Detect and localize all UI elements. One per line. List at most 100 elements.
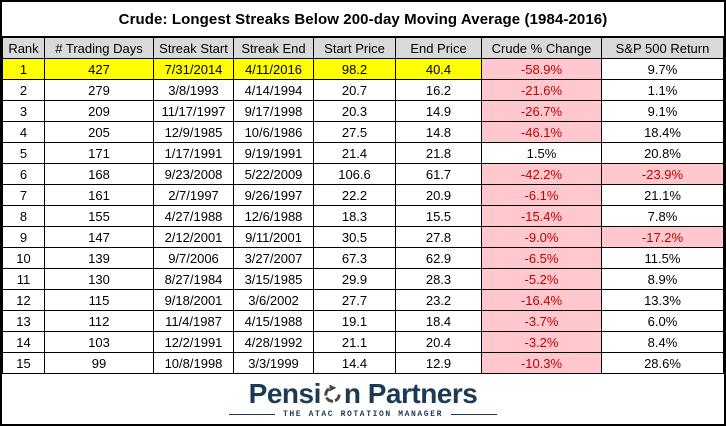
cell-crude-change: -16.4% (481, 289, 602, 311)
column-header-streak-end: Streak End (233, 37, 314, 59)
cell-streak-start: 12/9/1985 (153, 121, 234, 143)
cell-end-price: 27.8 (395, 226, 482, 248)
cell-s-p-500-return: 6.0% (601, 310, 724, 332)
cell-trading-days: 427 (44, 58, 154, 80)
cell-s-p-500-return: 20.8% (601, 142, 724, 164)
cell-rank: 15 (2, 352, 45, 374)
tagline-right-rule (451, 413, 498, 415)
cell-end-price: 61.7 (395, 163, 482, 185)
cell-trading-days: 171 (44, 142, 154, 164)
table-row: 2 279 3/8/1993 4/14/1994 20.7 16.2 -21.6% 1.1% (2, 79, 724, 101)
cell-streak-end: 9/19/1991 (233, 142, 314, 164)
cell-rank: 3 (2, 100, 45, 122)
cell-streak-end: 10/6/1986 (233, 121, 314, 143)
cell-s-p-500-return: 21.1% (601, 184, 724, 206)
streaks-table: Rank # Trading Days Streak Start Streak End… (2, 37, 724, 374)
cell-trading-days: 130 (44, 268, 154, 290)
cell-streak-start: 2/12/2001 (153, 226, 234, 248)
cell-end-price: 14.9 (395, 100, 482, 122)
table-body: 1 427 7/31/2014 4/11/2016 98.2 40.4 -58.9% 9.7%… (2, 58, 724, 374)
cell-streak-end: 3/15/1985 (233, 268, 314, 290)
cell-streak-end: 9/11/2001 (233, 226, 314, 248)
cell-trading-days: 115 (44, 289, 154, 311)
cell-crude-change: -58.9% (481, 58, 602, 80)
pension-partners-logo: Pensi n Partners (249, 377, 478, 409)
cell-end-price: 40.4 (395, 58, 482, 80)
table-row: 3 209 11/17/1997 9/17/1998 20.3 14.9 -26.7% 9.1… (2, 100, 724, 122)
rotation-arrow-icon (322, 384, 343, 405)
cell-streak-start: 2/7/1997 (153, 184, 234, 206)
cell-start-price: 20.3 (313, 100, 396, 122)
table-row: 4 205 12/9/1985 10/6/1986 27.5 14.8 -46.1% 18.4… (2, 121, 724, 143)
cell-streak-end: 4/14/1994 (233, 79, 314, 101)
table-row: 7 161 2/7/1997 9/26/1997 22.2 20.9 -6.1% 21.1% (2, 184, 724, 206)
logo-tagline: THE ATAC ROTATION MANAGER (228, 410, 498, 419)
cell-rank: 10 (2, 247, 45, 269)
cell-streak-end: 5/22/2009 (233, 163, 314, 185)
cell-streak-start: 3/8/1993 (153, 79, 234, 101)
column-header-streak-start: Streak Start (153, 37, 234, 59)
cell-crude-change: -21.6% (481, 79, 602, 101)
cell-end-price: 23.2 (395, 289, 482, 311)
cell-crude-change: -5.2% (481, 268, 602, 290)
cell-s-p-500-return: 28.6% (601, 352, 724, 374)
cell-streak-end: 4/11/2016 (233, 58, 314, 80)
cell-end-price: 12.9 (395, 352, 482, 374)
cell-crude-change: -10.3% (481, 352, 602, 374)
cell-end-price: 20.4 (395, 331, 482, 353)
cell-streak-end: 9/17/1998 (233, 100, 314, 122)
cell-streak-start: 11/17/1997 (153, 100, 234, 122)
cell-crude-change: -26.7% (481, 100, 602, 122)
cell-start-price: 14.4 (313, 352, 396, 374)
table-row: 6 168 9/23/2008 5/22/2009 106.6 61.7 -42.2% -23… (2, 163, 724, 185)
cell-trading-days: 147 (44, 226, 154, 248)
cell-trading-days: 103 (44, 331, 154, 353)
cell-start-price: 30.5 (313, 226, 396, 248)
cell-s-p-500-return: 8.4% (601, 331, 724, 353)
cell-s-p-500-return: 9.7% (601, 58, 724, 80)
cell-start-price: 27.5 (313, 121, 396, 143)
column-header-crude-change: Crude % Change (481, 37, 602, 59)
table-row: 15 99 10/8/1998 3/3/1999 14.4 12.9 -10.3% 28.6% (2, 352, 724, 374)
cell-s-p-500-return: 13.3% (601, 289, 724, 311)
cell-crude-change: 1.5% (481, 142, 602, 164)
table-title: Crude: Longest Streaks Below 200-day Mov… (2, 2, 724, 37)
cell-start-price: 67.3 (313, 247, 396, 269)
cell-rank: 6 (2, 163, 45, 185)
cell-trading-days: 155 (44, 205, 154, 227)
cell-s-p-500-return: 18.4% (601, 121, 724, 143)
header-row: Rank # Trading Days Streak Start Streak End… (2, 37, 724, 59)
cell-start-price: 27.7 (313, 289, 396, 311)
logo-text-right: n Partners (343, 377, 478, 409)
cell-crude-change: -3.2% (481, 331, 602, 353)
cell-end-price: 21.8 (395, 142, 482, 164)
table-row: 11 130 8/27/1984 3/15/1985 29.9 28.3 -5.2% 8.9% (2, 268, 724, 290)
cell-start-price: 18.3 (313, 205, 396, 227)
tagline-left-rule (228, 413, 275, 415)
cell-trading-days: 279 (44, 79, 154, 101)
cell-start-price: 19.1 (313, 310, 396, 332)
cell-streak-start: 9/7/2006 (153, 247, 234, 269)
cell-streak-start: 1/17/1991 (153, 142, 234, 164)
cell-start-price: 22.2 (313, 184, 396, 206)
cell-trading-days: 112 (44, 310, 154, 332)
cell-start-price: 20.7 (313, 79, 396, 101)
column-header-start-price: Start Price (313, 37, 396, 59)
table-row: 13 112 11/4/1987 4/15/1988 19.1 18.4 -3.7% 6.0% (2, 310, 724, 332)
cell-rank: 13 (2, 310, 45, 332)
cell-end-price: 15.5 (395, 205, 482, 227)
cell-streak-end: 4/15/1988 (233, 310, 314, 332)
cell-streak-start: 9/18/2001 (153, 289, 234, 311)
column-header-rank: Rank (2, 37, 45, 59)
cell-streak-start: 4/27/1988 (153, 205, 234, 227)
cell-end-price: 16.2 (395, 79, 482, 101)
cell-streak-start: 12/2/1991 (153, 331, 234, 353)
cell-trading-days: 209 (44, 100, 154, 122)
cell-s-p-500-return: -23.9% (601, 163, 724, 185)
table-row: 12 115 9/18/2001 3/6/2002 27.7 23.2 -16.4% 13.3… (2, 289, 724, 311)
column-header-trading-days: # Trading Days (44, 37, 154, 59)
cell-s-p-500-return: 1.1% (601, 79, 724, 101)
cell-s-p-500-return: 8.9% (601, 268, 724, 290)
cell-rank: 1 (2, 58, 45, 80)
